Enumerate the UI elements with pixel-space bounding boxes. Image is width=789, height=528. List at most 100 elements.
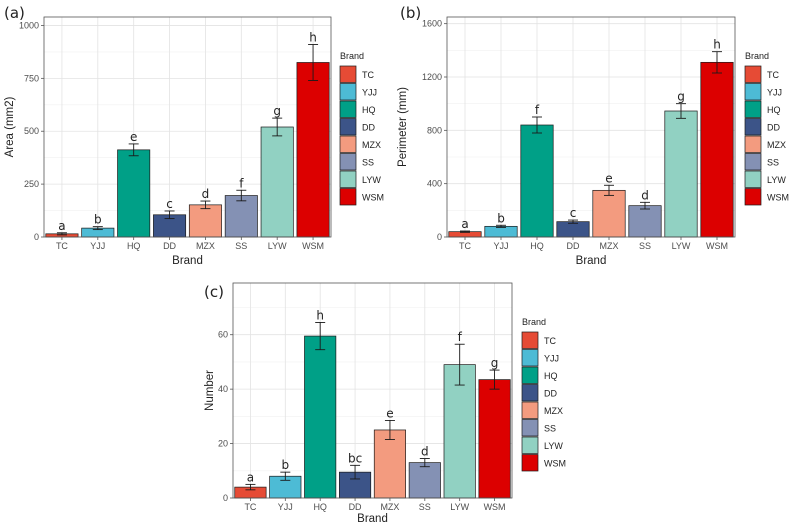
bar-mzx — [592, 189, 626, 238]
error-bar-dd — [568, 219, 578, 224]
significance-letter: bc — [348, 451, 362, 465]
error-bar-wsm — [489, 369, 500, 390]
x-tick-label: TC — [459, 241, 471, 251]
error-bar-yjj — [496, 224, 506, 228]
legend-key-dd — [744, 118, 762, 136]
bar-ss — [224, 195, 258, 238]
significance-letter: g — [491, 356, 499, 370]
significance-letter: b — [282, 458, 290, 472]
x-tick-label: SS — [419, 502, 431, 512]
legend-label-wsm: WSM — [362, 192, 384, 202]
y-axis-title: Perimeter (mm) — [397, 87, 409, 167]
legend-key-lyw — [339, 170, 357, 188]
x-tick-label: YJJ — [278, 502, 293, 512]
y-tick-label: 20 — [218, 439, 228, 449]
legend-label-tc: TC — [362, 70, 374, 80]
x-tick-label: MZX — [600, 241, 619, 251]
x-tick-label: MZX — [380, 502, 399, 512]
legend-label-wsm: WSM — [544, 458, 566, 468]
legend-label-dd: DD — [767, 122, 780, 132]
chart-panel-2: (b) a b f c e d g h 0 400 800 1200 1600 TC YJJ HQ DD MZX SS… — [397, 4, 789, 267]
bar-ss — [628, 205, 662, 238]
x-tick-label: DD — [349, 502, 362, 512]
legend-key-mzx — [339, 135, 357, 153]
legend-title: Brand — [745, 51, 769, 61]
y-tick-label: 400 — [427, 179, 442, 189]
legend-label-lyw: LYW — [362, 175, 381, 185]
y-tick-label: 750 — [24, 73, 39, 83]
x-tick-label: MZX — [196, 241, 215, 251]
significance-letter: c — [570, 206, 577, 220]
x-tick-label: HQ — [127, 241, 141, 251]
error-bar-yjj — [92, 226, 103, 231]
significance-letter: d — [421, 445, 429, 459]
legend-key-yjj — [744, 83, 762, 101]
bar-ss — [408, 462, 441, 499]
legend-label-mzx: MZX — [767, 140, 786, 150]
error-bar-dd — [350, 464, 361, 480]
x-axis-title: Brand — [172, 255, 203, 267]
legend-title: Brand — [340, 51, 364, 61]
y-axis-title: Area (mm2) — [4, 96, 16, 157]
significance-letter: a — [247, 470, 254, 484]
bar-lyw — [260, 126, 294, 238]
significance-letter: c — [166, 197, 173, 211]
legend-key-hq — [744, 100, 762, 118]
significance-letter: b — [497, 211, 505, 225]
legend-label-ss: SS — [767, 157, 779, 167]
legend-label-yjj: YJJ — [362, 87, 377, 97]
error-bar-ss — [419, 458, 430, 468]
legend-label-lyw: LYW — [767, 175, 786, 185]
legend-key-ss — [521, 419, 539, 437]
error-bar-tc — [460, 230, 470, 233]
panel-tag: (b) — [400, 4, 421, 22]
error-bar-yjj — [280, 471, 291, 481]
legend-key-wsm — [521, 454, 539, 472]
x-tick-label: LYW — [450, 502, 469, 512]
legend-key-lyw — [744, 170, 762, 188]
error-bar-ss — [236, 189, 247, 202]
legend: Brand TC YJJ HQ DD MZX SS LYW WSM — [521, 317, 566, 472]
legend-label-hq: HQ — [362, 105, 376, 115]
significance-letter: d — [202, 187, 210, 201]
legend-label-wsm: WSM — [767, 192, 789, 202]
legend-key-hq — [339, 100, 357, 118]
significance-letter: g — [677, 90, 685, 104]
significance-letter: f — [535, 103, 540, 117]
x-tick-label: WSM — [302, 241, 324, 251]
legend-label-mzx: MZX — [362, 140, 381, 150]
legend-key-yjj — [339, 83, 357, 101]
y-tick-label: 1200 — [422, 72, 442, 82]
significance-letter: f — [239, 176, 244, 190]
significance-letter: b — [94, 213, 102, 227]
x-tick-label: HQ — [313, 502, 327, 512]
bar-lyw — [664, 110, 698, 238]
legend-key-dd — [339, 118, 357, 136]
bar-wsm — [700, 61, 734, 238]
bar-hq — [304, 335, 337, 499]
x-tick-label: DD — [163, 241, 176, 251]
significance-letter: h — [316, 308, 324, 322]
significance-letter: d — [641, 188, 649, 202]
legend-key-tc — [339, 65, 357, 83]
legend-label-dd: DD — [544, 388, 557, 398]
bar-dd — [339, 471, 372, 499]
legend: Brand TC YJJ HQ DD MZX SS LYW WSM — [744, 51, 789, 206]
x-tick-label: DD — [567, 241, 580, 251]
error-bar-tc — [56, 232, 67, 236]
significance-letter: a — [461, 217, 468, 231]
panel-tag: (c) — [204, 283, 224, 301]
y-tick-label: 40 — [218, 384, 228, 394]
error-bar-tc — [245, 483, 256, 491]
legend-label-hq: HQ — [767, 105, 781, 115]
error-bar-mzx — [200, 200, 211, 210]
x-tick-label: LYW — [672, 241, 691, 251]
bar-wsm — [296, 62, 330, 238]
x-tick-label: TC — [244, 502, 256, 512]
legend-key-yjj — [521, 349, 539, 367]
y-tick-label: 1600 — [422, 19, 442, 29]
legend: Brand TC YJJ HQ DD MZX SS LYW WSM — [339, 51, 384, 206]
legend-label-lyw: LYW — [544, 441, 563, 451]
